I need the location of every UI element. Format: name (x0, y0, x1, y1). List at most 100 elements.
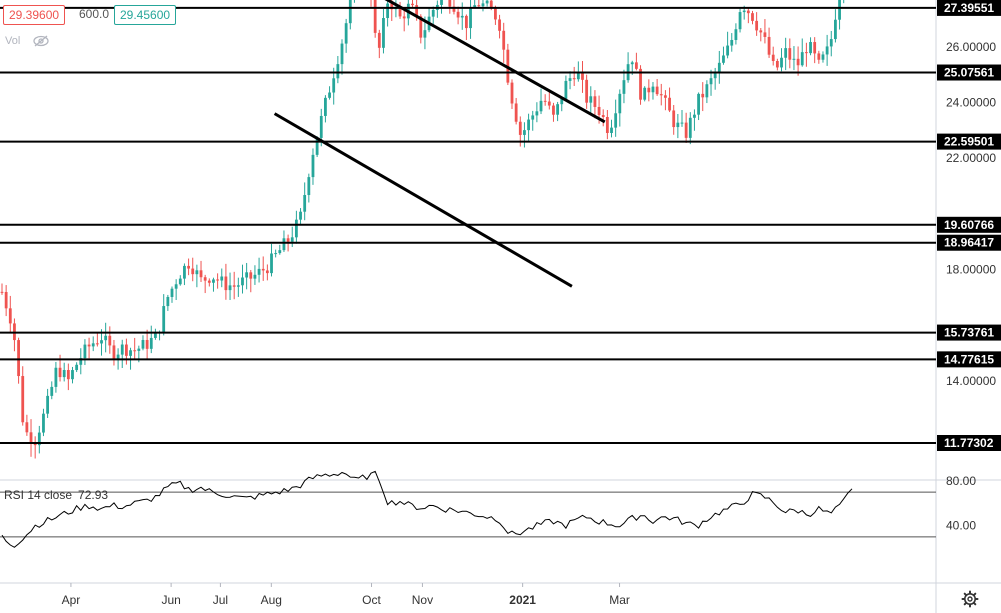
candle-body (494, 8, 497, 20)
candle-body (821, 54, 825, 60)
candle-body (527, 119, 530, 131)
candle-body (236, 285, 240, 287)
candle-body (481, 3, 485, 7)
candle-body (178, 278, 182, 285)
candle-body (518, 121, 522, 135)
candle-body (228, 285, 232, 291)
candle-body (568, 78, 572, 81)
candle-body (100, 340, 103, 344)
spread-value: 600.0 (79, 7, 110, 21)
gear-icon[interactable] (961, 590, 979, 608)
candle-body (373, 0, 377, 33)
candle-body (195, 270, 199, 275)
candle-body (709, 78, 713, 85)
candle-body (734, 29, 738, 40)
candle-body (610, 127, 613, 133)
level-label-box (937, 216, 1001, 233)
candle-body (639, 68, 642, 100)
candle-body (605, 116, 609, 133)
level-label: 19.60766 (944, 218, 994, 232)
candle-body (705, 84, 709, 98)
level-label-box (937, 64, 1001, 81)
candle-body (245, 272, 249, 278)
level-label: 15.73761 (944, 326, 994, 340)
eye-hidden-icon[interactable] (32, 34, 50, 48)
candle-body (680, 122, 684, 124)
rsi-value: 72.93 (78, 488, 109, 502)
support-resistance-lines: 29.8611927.3955125.0756122.5950119.60766… (0, 0, 1001, 451)
level-label: 27.39551 (944, 1, 994, 15)
candle-body (58, 367, 62, 378)
candle-body (21, 376, 25, 423)
candle-body (187, 265, 190, 269)
candle-body (37, 432, 41, 446)
candle-body (477, 5, 481, 7)
candle-body (713, 73, 717, 79)
candle-body (257, 268, 261, 275)
candle-body (585, 79, 589, 103)
candle-body (531, 115, 535, 120)
bid-price-box[interactable]: 29.39600 (3, 5, 66, 25)
candle-body (315, 137, 319, 155)
candle-body (265, 270, 269, 274)
level-label-box (937, 133, 1001, 150)
time-tick-label: Apr (62, 593, 81, 607)
candle-body (162, 306, 166, 333)
candle-body (46, 395, 50, 414)
candle-body (203, 277, 207, 281)
candle-body (564, 80, 568, 99)
volume-label: Vol (5, 35, 21, 47)
candle-body (431, 9, 435, 17)
candle-body (278, 250, 282, 254)
candle-body (523, 130, 526, 135)
candle-body (452, 6, 456, 12)
candle-body (166, 296, 170, 307)
candle-body (485, 0, 489, 4)
price-tick-label: 18.00000 (946, 263, 996, 277)
rsi-title: RSI 14 close (4, 488, 73, 502)
time-tick-label: Mar (609, 593, 630, 607)
candle-body (838, 0, 841, 20)
candle-body (332, 78, 336, 93)
candle-body (440, 0, 443, 5)
candle-body (216, 279, 220, 281)
ask-price-box[interactable]: 29.45600 (114, 5, 177, 25)
candle-body (54, 367, 58, 387)
candle-body (813, 42, 817, 54)
candle-body (170, 288, 174, 297)
candle-body (149, 337, 153, 349)
candle-body (634, 62, 638, 69)
candle-body (593, 96, 597, 107)
candle-body (597, 106, 601, 116)
candle-body (324, 97, 327, 116)
candle-body (796, 58, 800, 66)
candle-body (42, 413, 45, 433)
time-tick-label: Aug (261, 593, 282, 607)
candle-body (547, 101, 551, 106)
candle-body (552, 105, 555, 115)
candle-body (29, 432, 33, 444)
candle-body (307, 177, 311, 196)
candle-body (834, 19, 837, 40)
candle-body (722, 55, 725, 63)
candle-body (340, 43, 344, 65)
candle-body (212, 279, 215, 283)
candle-body (95, 343, 99, 345)
candle-body (66, 370, 70, 380)
level-label: 14.77615 (944, 352, 994, 366)
candles (0, 0, 845, 459)
candle-body (286, 238, 290, 242)
rsi-panel (0, 470, 936, 548)
level-label-box (937, 351, 1001, 368)
candle-body (498, 19, 501, 31)
candle-body (390, 3, 394, 10)
candle-body (510, 82, 514, 104)
rsi-tick-label: 80.00 (946, 474, 976, 488)
candle-body (129, 350, 132, 356)
candle-body (618, 93, 622, 114)
candle-body (560, 98, 564, 105)
candle-body (377, 32, 381, 48)
rsi-line (1, 470, 853, 548)
candle-body (759, 30, 763, 33)
